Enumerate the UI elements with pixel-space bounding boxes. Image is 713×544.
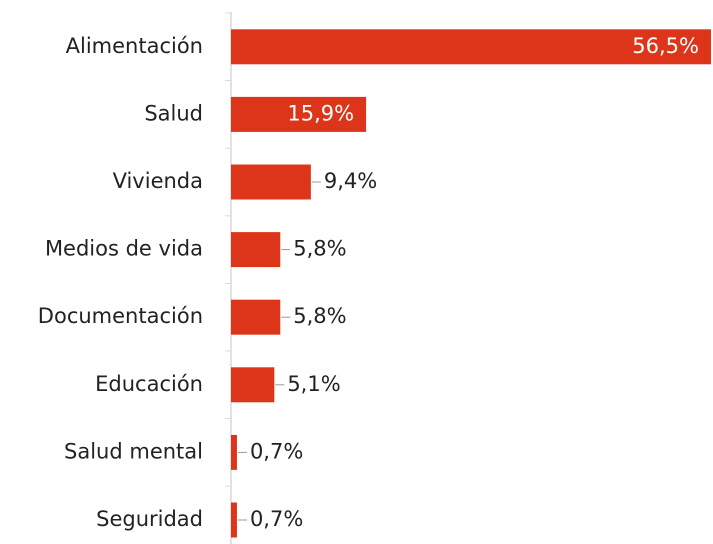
bar (231, 367, 275, 403)
y-tick-label: Documentación (38, 304, 203, 328)
data-label: 0,7% (250, 439, 303, 463)
bar (231, 434, 237, 470)
data-label: 5,8% (293, 237, 346, 261)
y-tick-label: Alimentación (66, 34, 203, 58)
y-tick-label: Salud (144, 101, 203, 125)
y-tick-label: Seguridad (96, 507, 203, 531)
data-label: 5,8% (293, 304, 346, 328)
data-label: 15,9% (287, 101, 354, 125)
data-label: 9,4% (324, 169, 377, 193)
y-tick-label: Salud mental (64, 439, 203, 463)
bar (231, 29, 711, 65)
data-label: 56,5% (632, 34, 699, 58)
bar (231, 232, 281, 268)
bar (231, 96, 367, 132)
y-tick-label: Educación (95, 372, 203, 396)
bar (231, 502, 237, 538)
bar (231, 164, 311, 200)
data-label: 0,7% (250, 507, 303, 531)
data-label: 5,1% (287, 372, 340, 396)
y-tick-label: Vivienda (113, 169, 203, 193)
y-tick-label: Medios de vida (45, 237, 203, 261)
bar (231, 299, 281, 335)
